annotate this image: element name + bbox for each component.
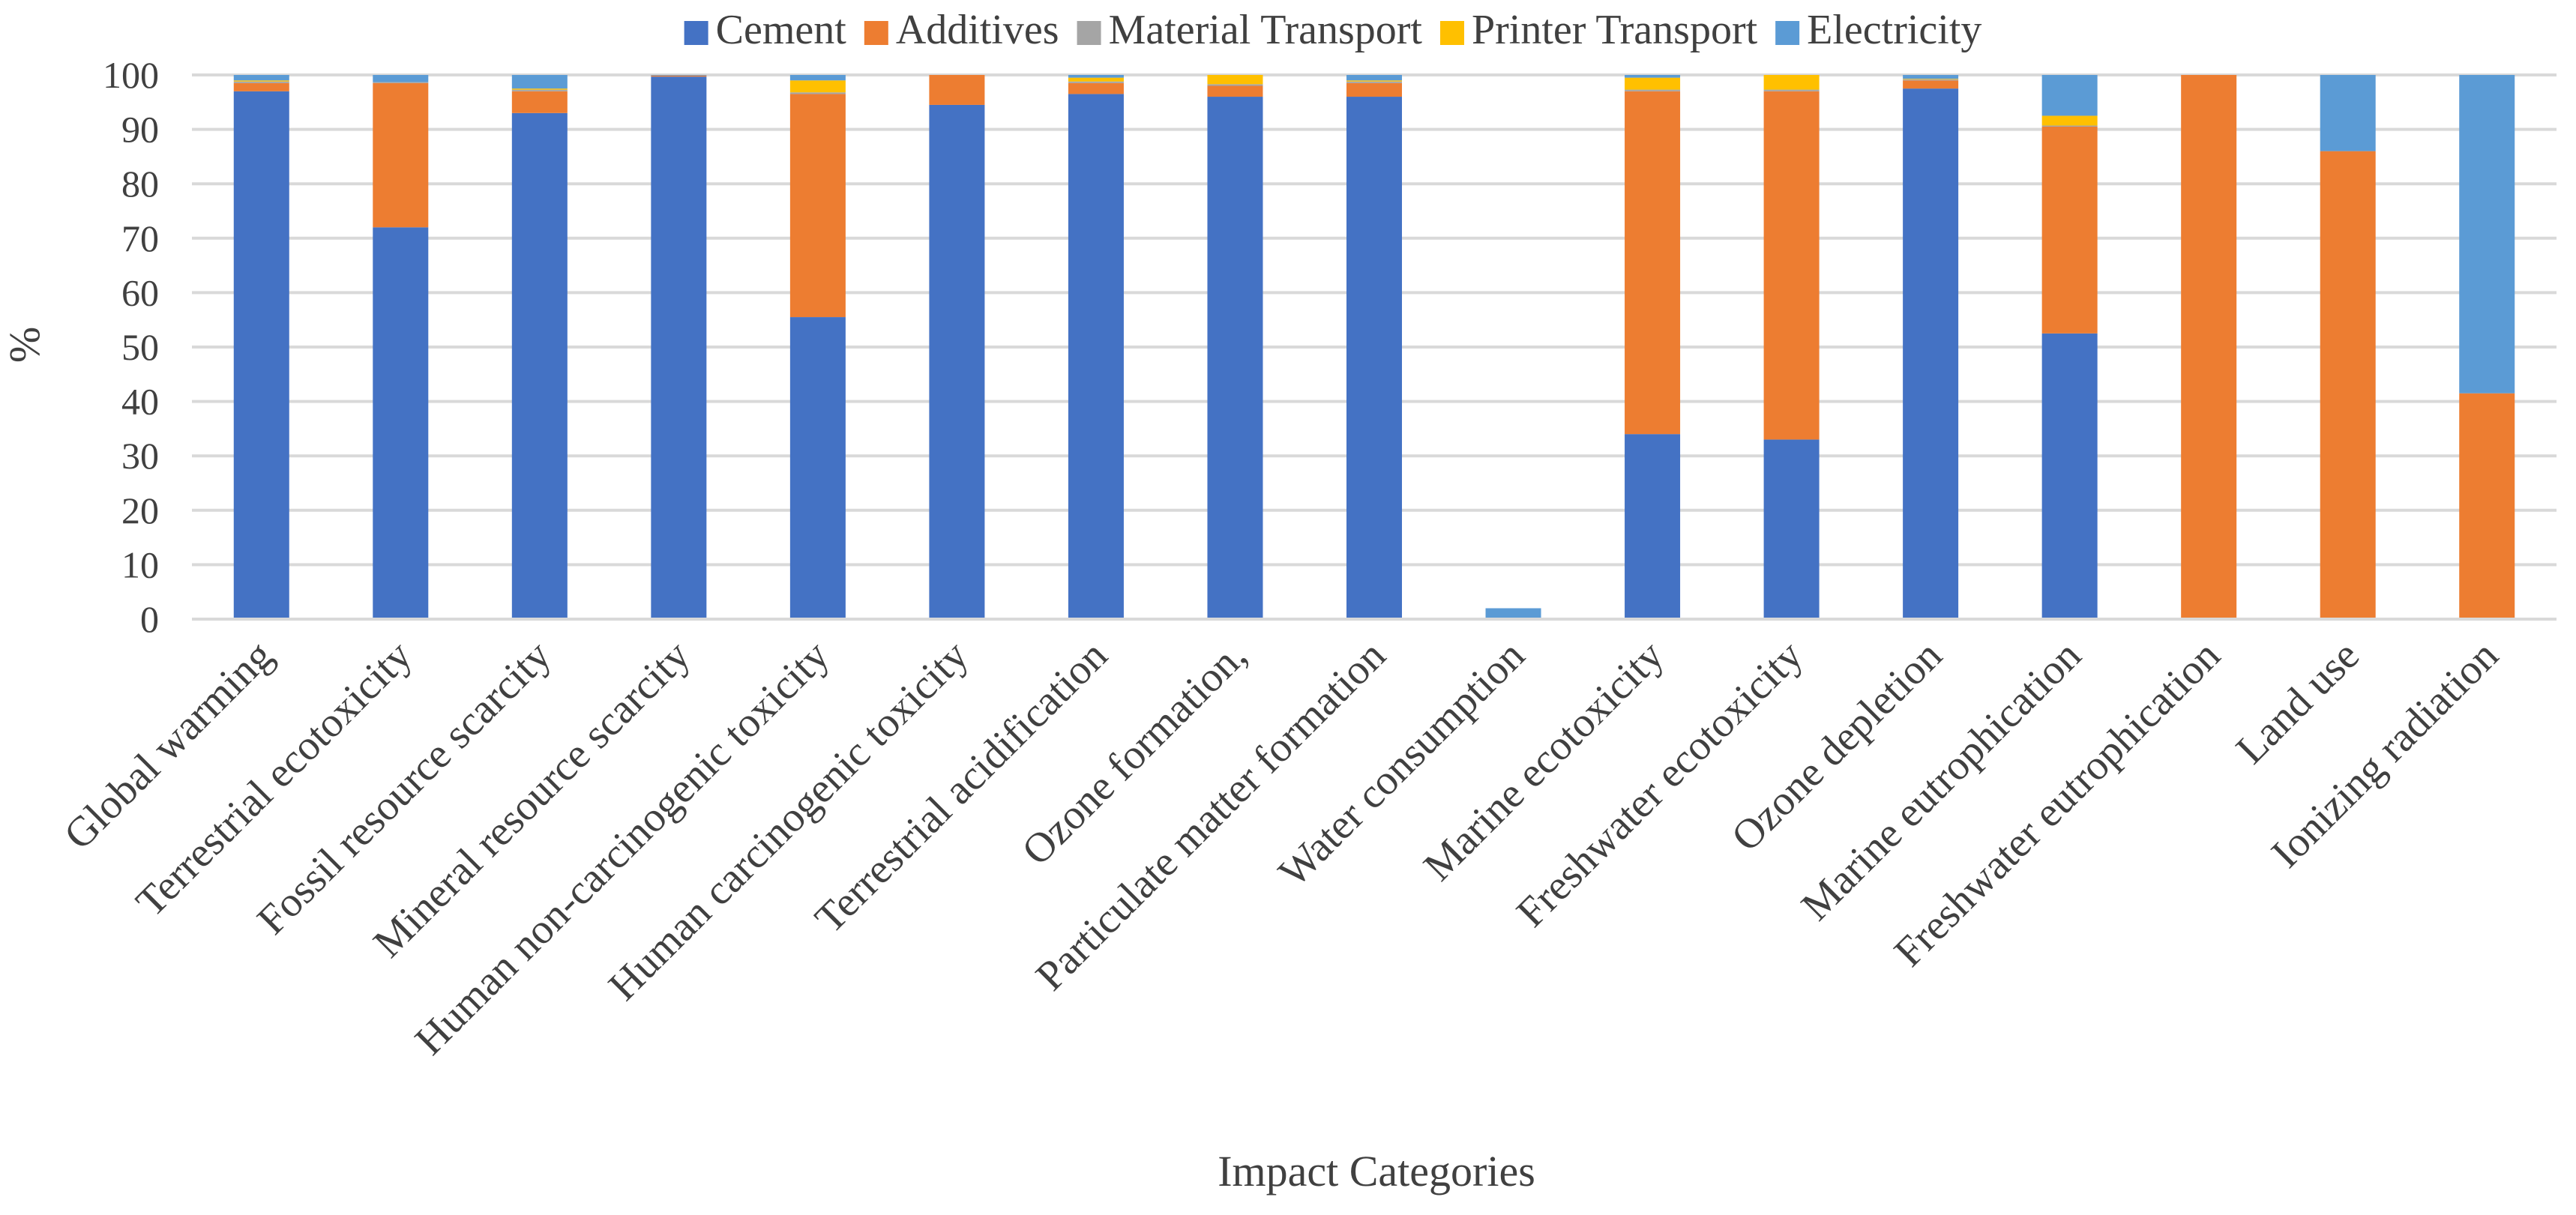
legend-item-electricity: Electricity	[1775, 7, 1981, 53]
bars	[233, 75, 2515, 620]
bar-material-transport-13	[2041, 125, 2098, 127]
x-category-label: Terrestrial ecotoxicity	[127, 632, 421, 926]
y-tick-label: 20	[121, 489, 159, 531]
bar-printer-transport-13	[2041, 115, 2098, 126]
bar-printer-transport-0	[233, 80, 289, 82]
bar-additives-7	[1207, 85, 1263, 97]
y-axis-title: %	[0, 327, 49, 363]
bar-additives-0	[233, 82, 289, 91]
legend-swatch	[1440, 21, 1464, 45]
x-category-label: Marine ecotoxicity	[1415, 632, 1673, 890]
y-tick-label: 90	[121, 109, 159, 151]
bar-additives-6	[1068, 82, 1124, 94]
bar-material-transport-6	[1068, 81, 1124, 83]
bar-cement-10	[1625, 434, 1681, 619]
legend-swatch	[864, 21, 888, 45]
y-tick-label: 50	[121, 326, 159, 368]
bar-electricity-1	[373, 75, 429, 82]
bar-material-transport-8	[1346, 81, 1402, 83]
bar-printer-transport-11	[1763, 75, 1820, 90]
bar-additives-4	[789, 94, 846, 318]
legend-label: Electricity	[1807, 7, 1981, 53]
y-tick-label: 30	[121, 435, 159, 477]
bar-electricity-10	[1625, 75, 1681, 78]
bar-printer-transport-6	[1068, 77, 1124, 82]
bar-cement-13	[2041, 333, 2098, 619]
bar-electricity-15	[2320, 75, 2376, 151]
bar-additives-16	[2459, 393, 2515, 619]
bar-material-transport-2	[511, 89, 568, 91]
y-tick-label: 0	[140, 598, 159, 640]
bar-printer-transport-8	[1346, 80, 1402, 82]
bar-cement-5	[929, 104, 985, 619]
bar-additives-14	[2181, 75, 2237, 619]
bar-additives-13	[2041, 126, 2098, 334]
bar-electricity-0	[233, 75, 289, 81]
bar-additives-15	[2320, 151, 2376, 619]
bar-electricity-13	[2041, 75, 2098, 116]
bar-cement-12	[1903, 88, 1959, 619]
bar-electricity-3	[651, 75, 707, 76]
legend-item-material-transport: Material Transport	[1077, 7, 1423, 53]
bar-material-transport-11	[1763, 89, 1820, 91]
legend-label: Printer Transport	[1472, 7, 1758, 53]
bar-printer-transport-10	[1625, 77, 1681, 90]
y-tick-label: 60	[121, 271, 159, 313]
bar-material-transport-7	[1207, 84, 1263, 86]
legend-label: Additives	[896, 7, 1059, 53]
x-category-label: Water consumption	[1270, 632, 1534, 896]
bar-electricity-16	[2459, 75, 2515, 394]
bar-cement-7	[1207, 97, 1263, 620]
x-category-label: Marine eutrophication	[1793, 632, 2090, 929]
bar-printer-transport-7	[1207, 75, 1263, 85]
bar-material-transport-0	[233, 81, 289, 83]
bar-additives-2	[511, 91, 568, 113]
bar-cement-1	[373, 227, 429, 619]
y-tick-label: 70	[121, 217, 159, 259]
legend-item-printer-transport: Printer Transport	[1440, 7, 1758, 53]
legend-swatch	[684, 21, 708, 45]
bar-printer-transport-2	[511, 88, 568, 90]
bar-electricity-4	[789, 75, 846, 81]
x-category-label: Land use	[2227, 632, 2368, 773]
legend-swatch	[1077, 21, 1101, 45]
bar-additives-10	[1625, 91, 1681, 435]
bar-electricity-9	[1485, 608, 1541, 619]
legend: Cement Additives Material Transport Printer…	[684, 7, 1981, 53]
bar-electricity-12	[1903, 75, 1959, 79]
legend-label: Material Transport	[1109, 7, 1423, 53]
bar-additives-12	[1903, 80, 1959, 89]
legend-item-additives: Additives	[864, 7, 1059, 53]
bar-material-transport-4	[789, 92, 846, 94]
bar-cement-4	[789, 317, 846, 619]
legend-swatch	[1775, 21, 1800, 45]
bar-cement-6	[1068, 94, 1124, 619]
legend-item-cement: Cement	[684, 7, 847, 53]
y-tick-label: 100	[103, 54, 159, 96]
legend-label: Cement	[716, 7, 847, 53]
bar-cement-3	[651, 76, 707, 620]
bar-additives-5	[929, 75, 985, 105]
bar-cement-2	[511, 112, 568, 619]
bar-additives-11	[1763, 91, 1820, 440]
bar-electricity-8	[1346, 75, 1402, 81]
bar-cement-0	[233, 91, 289, 619]
y-tick-label: 80	[121, 163, 159, 205]
bar-electricity-2	[511, 75, 568, 89]
y-tick-label: 10	[121, 543, 159, 585]
y-tick-label: 40	[121, 381, 159, 423]
bar-printer-transport-4	[789, 80, 846, 93]
bar-cement-8	[1346, 97, 1402, 620]
bar-electricity-6	[1068, 75, 1124, 78]
x-axis-title: Impact Categories	[1218, 1147, 1535, 1196]
bar-material-transport-10	[1625, 89, 1681, 91]
bar-additives-8	[1346, 82, 1402, 97]
bar-material-transport-12	[1903, 79, 1959, 81]
bar-cement-11	[1763, 439, 1820, 619]
bar-additives-1	[373, 82, 429, 228]
